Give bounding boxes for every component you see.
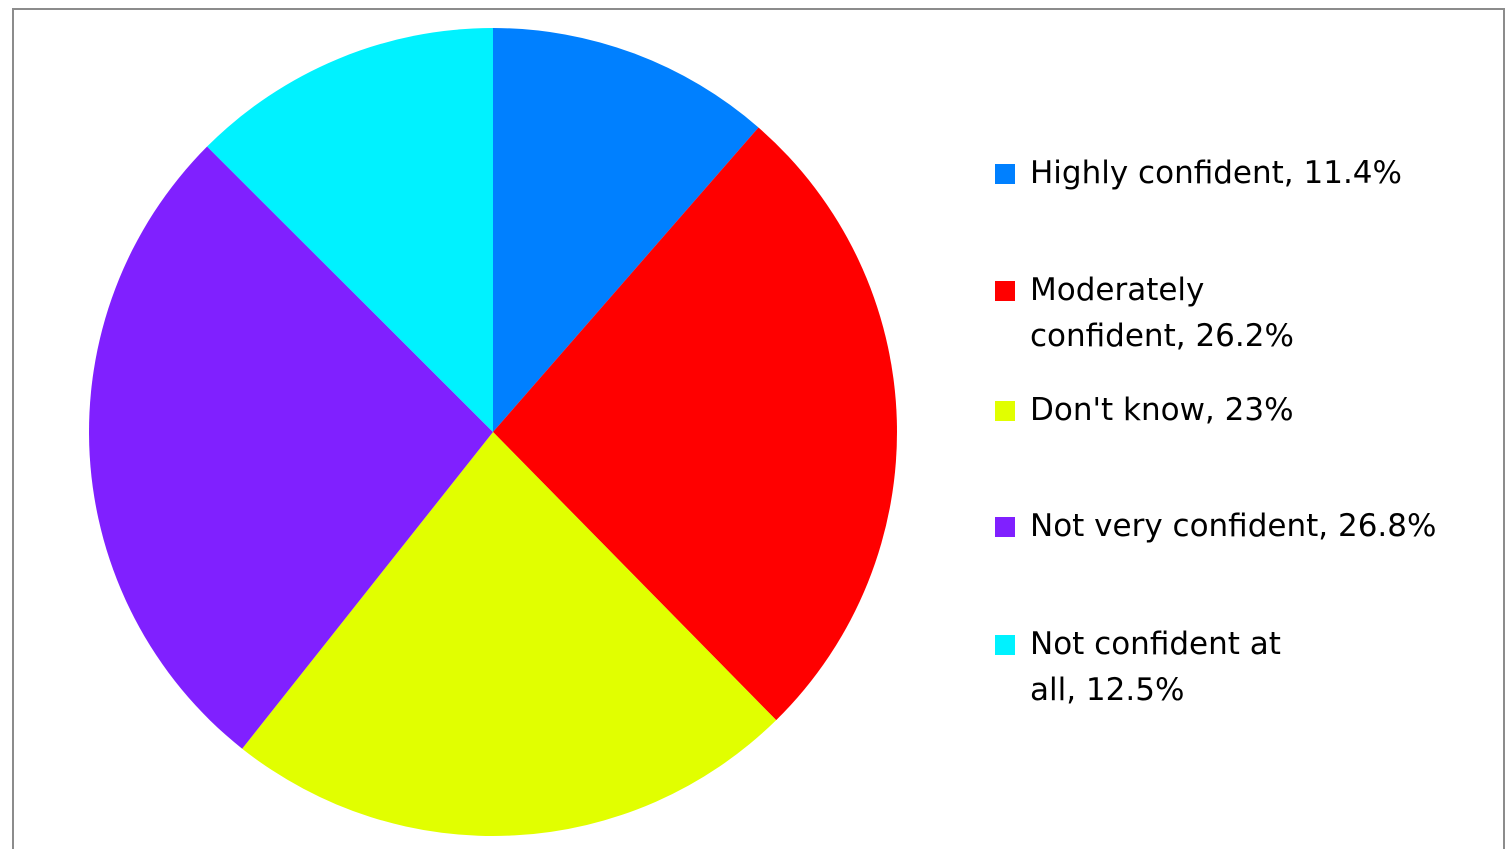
legend-swatch-not-confident-at-all bbox=[995, 635, 1015, 655]
pie-slice-dont-know bbox=[242, 432, 777, 836]
legend-swatch-not-very-confident bbox=[995, 517, 1015, 537]
legend-label-dont-know: Don't know, 23% bbox=[1030, 392, 1294, 428]
legend-swatch-dont-know bbox=[995, 401, 1015, 421]
pie-slice-not-very-confident bbox=[88, 146, 494, 749]
pie-slice-not-confident-at-all bbox=[207, 28, 493, 432]
pie-slice-highly-confident bbox=[493, 28, 759, 432]
legend-label-highly-confident: Highly confident, 11.4% bbox=[1030, 155, 1402, 191]
legend: Highly confident, 11.4% Moderately confi… bbox=[984, 0, 1484, 849]
legend-swatch-moderately-confident bbox=[995, 281, 1015, 301]
legend-label-moderately-confident: Moderately confident, 26.2% bbox=[1030, 272, 1294, 354]
legend-label-not-very-confident: Not very confident, 26.8% bbox=[1030, 508, 1437, 544]
legend-label-not-confident-at-all: Not confident at all, 12.5% bbox=[1030, 626, 1281, 708]
legend-swatch-highly-confident bbox=[995, 164, 1015, 184]
pie-slice-moderately-confident bbox=[493, 127, 897, 721]
